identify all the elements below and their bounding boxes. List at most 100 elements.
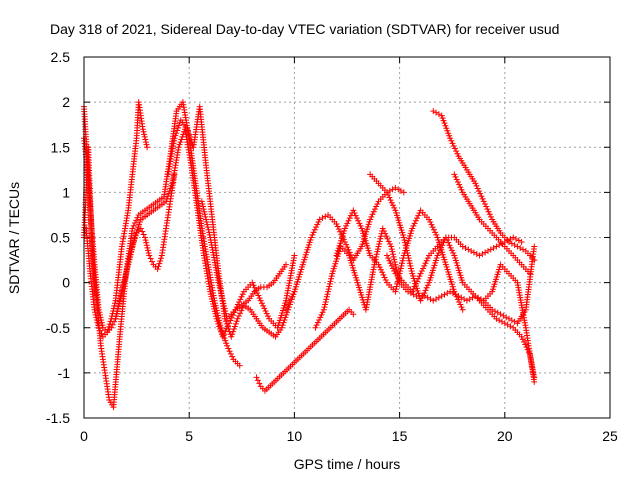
data-point-interp [479,195,486,202]
data-point-interp [487,213,494,220]
data-point-interp [221,302,228,309]
data-point-interp [335,226,342,233]
data-point [91,306,98,313]
data-point-interp [221,305,228,312]
data-point-interp [140,128,147,135]
data-point-interp [201,208,208,215]
data-point-interp [398,262,405,269]
data-point-interp [418,295,425,302]
data-point-interp [446,132,453,139]
data-point-interp [135,224,142,231]
data-point-interp [155,263,162,270]
data-point-interp [387,197,394,204]
data-point-interp [410,222,417,229]
data-point [282,261,289,268]
data-point-interp [412,280,419,287]
data-point [350,207,357,214]
data-point-interp [346,215,353,222]
data-point [426,216,433,223]
data-point-interp [392,264,399,271]
data-point-interp [411,283,418,290]
data-point-interp [134,226,141,233]
data-point-interp [337,228,344,235]
data-point-interp [377,235,384,242]
data-point-interp [326,283,333,290]
data-point-interp [239,291,246,298]
data-point-interp [421,262,428,269]
data-point-interp [483,203,490,210]
data-point-interp [385,191,392,198]
data-point-interp [405,255,412,262]
data-point-interp [389,248,396,255]
data-point-interp [227,350,234,357]
data-point-interp [222,307,229,314]
y-tick-label: -1 [58,365,71,381]
data-point-interp [328,273,335,280]
data-point-interp [216,282,223,289]
data-point-interp [375,243,382,250]
data-point-interp [457,301,464,308]
data-point-interp [284,304,291,311]
data-point [228,333,235,340]
data-point-interp [380,271,387,278]
data-point-interp [131,220,138,227]
data-point [249,279,256,286]
data-point-interp [386,240,393,247]
data-point-interp [229,353,236,360]
data-point [480,198,487,205]
data-point-interp [473,182,480,189]
data-point-interp [477,190,484,197]
data-point-interp [133,229,140,236]
data-point [215,279,222,286]
data-point-interp [143,239,150,246]
data-point-interp [334,223,341,230]
x-tick-label: 0 [80,428,88,444]
data-point-interp [167,185,174,192]
data-point-interp [174,127,181,134]
data-point-interp [186,133,193,140]
data-point-interp [325,288,332,295]
data-point-interp [223,320,230,327]
data-point-interp [424,282,431,289]
data-point [383,252,390,259]
data-point-interp [185,131,192,138]
data-point-interp [173,130,180,137]
data-point [388,243,395,250]
data-point-interp [374,200,381,207]
data-point-interp [388,199,395,206]
data-point-interp [415,275,422,282]
data-point-interp [424,255,431,262]
data-point [232,306,239,313]
data-point-interp [287,296,294,303]
data-point [131,234,138,241]
data-point-interp [450,142,457,149]
data-point-interp [400,255,407,262]
data-point-interp [423,257,430,264]
data-point-interp [232,320,239,327]
data-point-interp [184,128,191,135]
data-point-interp [387,260,394,267]
data-point-interp [420,292,427,299]
data-point [108,324,115,331]
data-point-interp [442,122,449,129]
data-point-interp [368,213,375,220]
data-point-interp [251,284,258,291]
data-point-interp [458,304,465,311]
data-point-interp [130,222,137,229]
data-point-interp [397,268,404,275]
y-tick-label: 1.5 [51,139,71,155]
data-point-interp [383,233,390,240]
y-tick-label: -0.5 [46,320,70,336]
data-point-interp [457,184,464,191]
x-tick-label: 15 [392,428,408,444]
data-point [129,225,136,232]
data-point-interp [217,287,224,294]
data-point [139,126,146,133]
data-point [320,306,327,313]
data-point-interp [145,247,152,254]
data-point-interp [136,219,143,226]
data-point-interp [381,274,388,281]
data-point-interp [391,256,398,263]
data-point-interp [323,293,330,300]
data-point-interp [374,248,381,255]
